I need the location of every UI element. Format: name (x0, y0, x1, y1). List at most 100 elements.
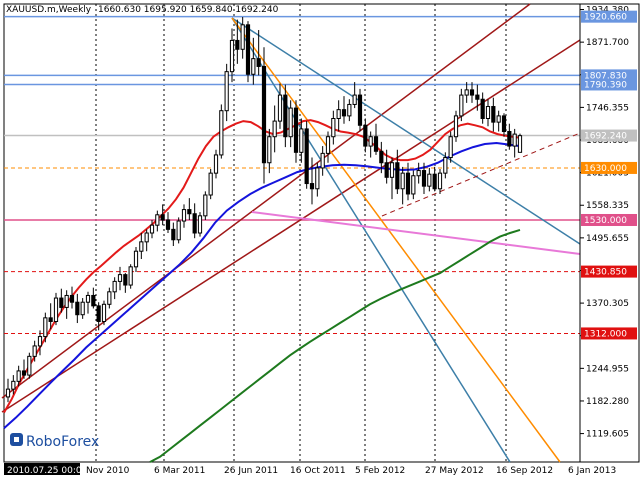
candle (309, 157, 315, 205)
symbol-header: XAUUSD.m,Weekly (6, 5, 92, 15)
candle (491, 97, 496, 132)
trendline (1, 3, 531, 399)
candle (325, 131, 331, 163)
trendline (231, 17, 511, 463)
candle (213, 149, 219, 179)
candle-body (421, 170, 427, 187)
candle-body (331, 118, 336, 138)
candle (485, 99, 491, 127)
candle-body (69, 294, 75, 303)
candle-body (181, 209, 187, 222)
level-price-label: 1920.660 (584, 13, 627, 23)
candle-body (304, 128, 309, 185)
candle-body (139, 241, 144, 252)
candle-body (21, 370, 27, 376)
candle (117, 266, 123, 291)
price-tick-label: 1495.655 (586, 234, 629, 244)
candle (405, 162, 411, 201)
candle-body (453, 115, 459, 138)
candle (16, 365, 21, 387)
candle-body (379, 150, 384, 164)
candle-body (299, 128, 304, 153)
candle-body (507, 131, 512, 147)
candle-body (491, 106, 496, 123)
candle (416, 162, 421, 184)
candle-body (128, 266, 133, 286)
level-price-label: 1430.850 (584, 268, 627, 278)
candle (235, 19, 240, 64)
candle (459, 88, 464, 122)
candle (69, 286, 75, 309)
candle-body (352, 94, 357, 105)
candle (341, 96, 347, 124)
roboforex-logo: RoboForex (10, 433, 99, 450)
candle-body (411, 175, 416, 195)
brand-name: RoboForex (26, 434, 99, 450)
candle-body (75, 301, 80, 316)
time-tick-label: 16 Sep 2012 (496, 466, 553, 476)
candle-body (5, 388, 11, 398)
candle-body (267, 136, 272, 164)
candle-body (261, 65, 267, 164)
candle-body (432, 173, 437, 190)
ma-mid-line (3, 141, 521, 429)
candle (501, 113, 507, 137)
candle (517, 133, 523, 153)
candle (160, 204, 165, 226)
candle-body (123, 274, 128, 286)
candle-body (171, 228, 176, 241)
candle-body (213, 154, 219, 174)
candle-body (176, 220, 181, 241)
candle-body (133, 250, 139, 268)
candle (347, 99, 352, 122)
candle (149, 219, 155, 239)
candle-body (32, 345, 37, 357)
candle (5, 378, 11, 403)
candle (437, 168, 443, 194)
candle (304, 121, 309, 189)
price-tick-label: 1119.605 (586, 430, 629, 440)
candle (283, 84, 288, 148)
candle-body (448, 136, 453, 159)
candle-body (395, 162, 400, 190)
candle-body (219, 110, 224, 156)
level-price-box (581, 213, 637, 226)
candle (400, 166, 405, 205)
level-price-box (581, 10, 637, 23)
candle-body (240, 24, 245, 50)
time-tick-label: 6 Jan 2013 (568, 466, 616, 476)
candle (112, 277, 117, 300)
candle (133, 247, 139, 273)
candle-body (85, 294, 91, 303)
candle (261, 47, 267, 184)
candle (11, 375, 16, 395)
candle-body (496, 115, 501, 123)
candle (75, 293, 80, 324)
candle (267, 128, 272, 174)
candle-body (464, 89, 469, 96)
trendline (231, 17, 561, 463)
time-tick-label: 6 Mar 2011 (154, 466, 205, 476)
candle-body (288, 107, 293, 138)
candle (272, 105, 277, 153)
candle (331, 110, 336, 145)
level-price-box (581, 327, 637, 340)
time-tick-label: 2010.07.25 00:00 (7, 466, 88, 476)
candle (43, 312, 48, 343)
price-tick-label: 1934.380 (586, 6, 629, 16)
candle (144, 229, 149, 252)
candle (139, 233, 144, 260)
level-price-label: 1630.000 (584, 164, 627, 174)
candle-body (224, 71, 229, 112)
candle (128, 264, 133, 289)
candle-body (485, 106, 491, 120)
candle-body (501, 115, 507, 133)
candle-body (80, 301, 85, 316)
candle-body (325, 136, 331, 154)
candle (32, 340, 37, 362)
candle-body (459, 94, 464, 117)
candle-body (400, 172, 405, 190)
